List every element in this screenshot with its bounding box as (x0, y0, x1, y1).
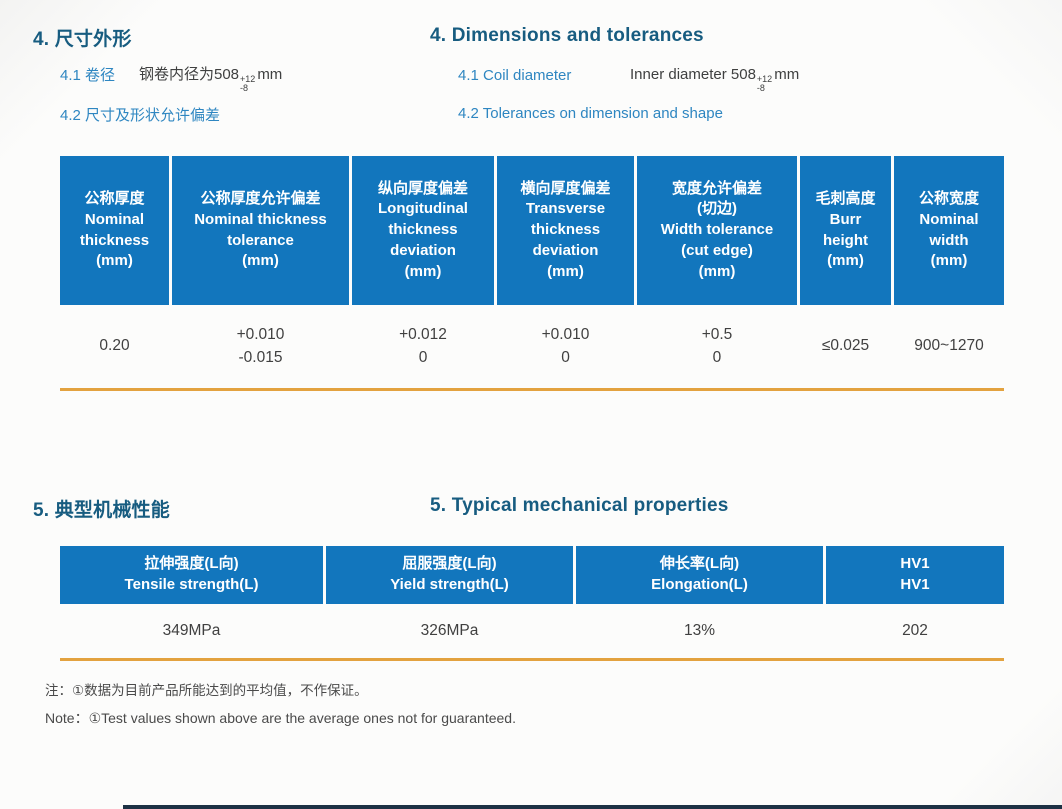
dimensions-table-header: 宽度允许偏差 (切边) Width tolerance (cut edge) (… (637, 156, 797, 305)
dimensions-table-header: 纵向厚度偏差 Longitudinal thickness deviation … (352, 156, 494, 305)
mechanical-table-header: 屈服强度(L向) Yield strength(L) (326, 546, 573, 604)
mechanical-table-header: 伸长率(L向) Elongation(L) (576, 546, 823, 604)
mechanical-table-header-row: 拉伸强度(L向) Tensile strength(L) 屈服强度(L向) Yi… (60, 546, 1004, 604)
table-bottom-rule (60, 388, 1004, 391)
tolerance-item-en: 4.2 Tolerances on dimension and shape (458, 105, 723, 122)
coil-tolerance-stack-zh: +12 -8 (240, 74, 256, 94)
table-cell: 0.20 (99, 337, 130, 355)
dimensions-table: 公称厚度 Nominal thickness (mm) 公称厚度允许偏差 Nom… (60, 156, 1004, 391)
dimensions-table-header: 公称宽度 Nominal width (mm) (894, 156, 1004, 305)
dimensions-table-header: 毛刺高度 Burr height (mm) (800, 156, 891, 305)
coil-tolerance-plus-zh: +12 (240, 74, 256, 84)
table-cell: 202 (902, 621, 928, 639)
section-5-title-en: 5. Typical mechanical properties (430, 495, 729, 516)
table-cell: 349MPa (162, 621, 221, 639)
coil-diameter-label-en: 4.1 Coil diameter (458, 67, 572, 84)
table-cell: +0.010 -0.015 (236, 326, 285, 366)
table-cell: 900~1270 (914, 337, 984, 355)
table-bottom-rule (60, 658, 1004, 661)
section-4-title-zh: 4. 尺寸外形 (33, 29, 132, 50)
coil-tolerance-stack-en: +12 -8 (756, 74, 773, 94)
mechanical-table-header: 拉伸强度(L向) Tensile strength(L) (60, 546, 323, 604)
coil-diameter-text-en: Inner diameter 508 (630, 66, 756, 83)
table-cell: +0.010 0 (541, 326, 590, 366)
mechanical-table: 拉伸强度(L向) Tensile strength(L) 屈服强度(L向) Yi… (60, 546, 1004, 661)
footer-bar (123, 805, 1062, 809)
tolerance-item-zh: 4.2 尺寸及形状允许偏差 (60, 107, 221, 124)
dimensions-table-header: 横向厚度偏差 Transverse thickness deviation (m… (497, 156, 634, 305)
table-cell: 326MPa (420, 621, 479, 639)
coil-diameter-value-en: Inner diameter 508 +12 -8 mm (630, 66, 799, 94)
coil-diameter-unit-en: mm (774, 66, 800, 83)
mechanical-table-data-row: 349MPa 326MPa 13% 202 (60, 604, 1004, 658)
section-5-title-zh: 5. 典型机械性能 (33, 500, 170, 521)
coil-diameter-value-zh: 钢卷内径为508 +12 -8 mm (139, 63, 282, 94)
coil-tolerance-minus-en: -8 (756, 83, 765, 94)
coil-tolerance-plus-en: +12 (756, 74, 773, 84)
table-cell: +0.012 0 (399, 326, 447, 366)
coil-diameter-unit-zh: mm (257, 66, 283, 83)
table-cell: ≤0.025 (821, 337, 870, 355)
coil-diameter-label-zh: 4.1 卷径 (60, 67, 116, 84)
coil-tolerance-minus-zh: -8 (240, 83, 249, 94)
note-en: Note：①Test values shown above are the av… (45, 710, 516, 726)
dimensions-table-header: 公称厚度 Nominal thickness (mm) (60, 156, 169, 305)
dimensions-table-header: 公称厚度允许偏差 Nominal thickness tolerance (mm… (172, 156, 349, 305)
table-cell: +0.5 0 (701, 326, 733, 366)
coil-diameter-text-zh: 钢卷内径为508 (139, 66, 240, 83)
note-zh: 注：①数据为目前产品所能达到的平均值，不作保证。 (45, 683, 368, 698)
dimensions-table-data-row: 0.20 +0.010 -0.015 +0.012 0 +0.010 0 +0.… (60, 305, 1004, 388)
table-cell: 13% (683, 621, 716, 639)
section-4-title-en: 4. Dimensions and tolerances (430, 25, 704, 46)
dimensions-table-header-row: 公称厚度 Nominal thickness (mm) 公称厚度允许偏差 Nom… (60, 156, 1004, 305)
mechanical-table-header: HV1 HV1 (826, 546, 1004, 604)
